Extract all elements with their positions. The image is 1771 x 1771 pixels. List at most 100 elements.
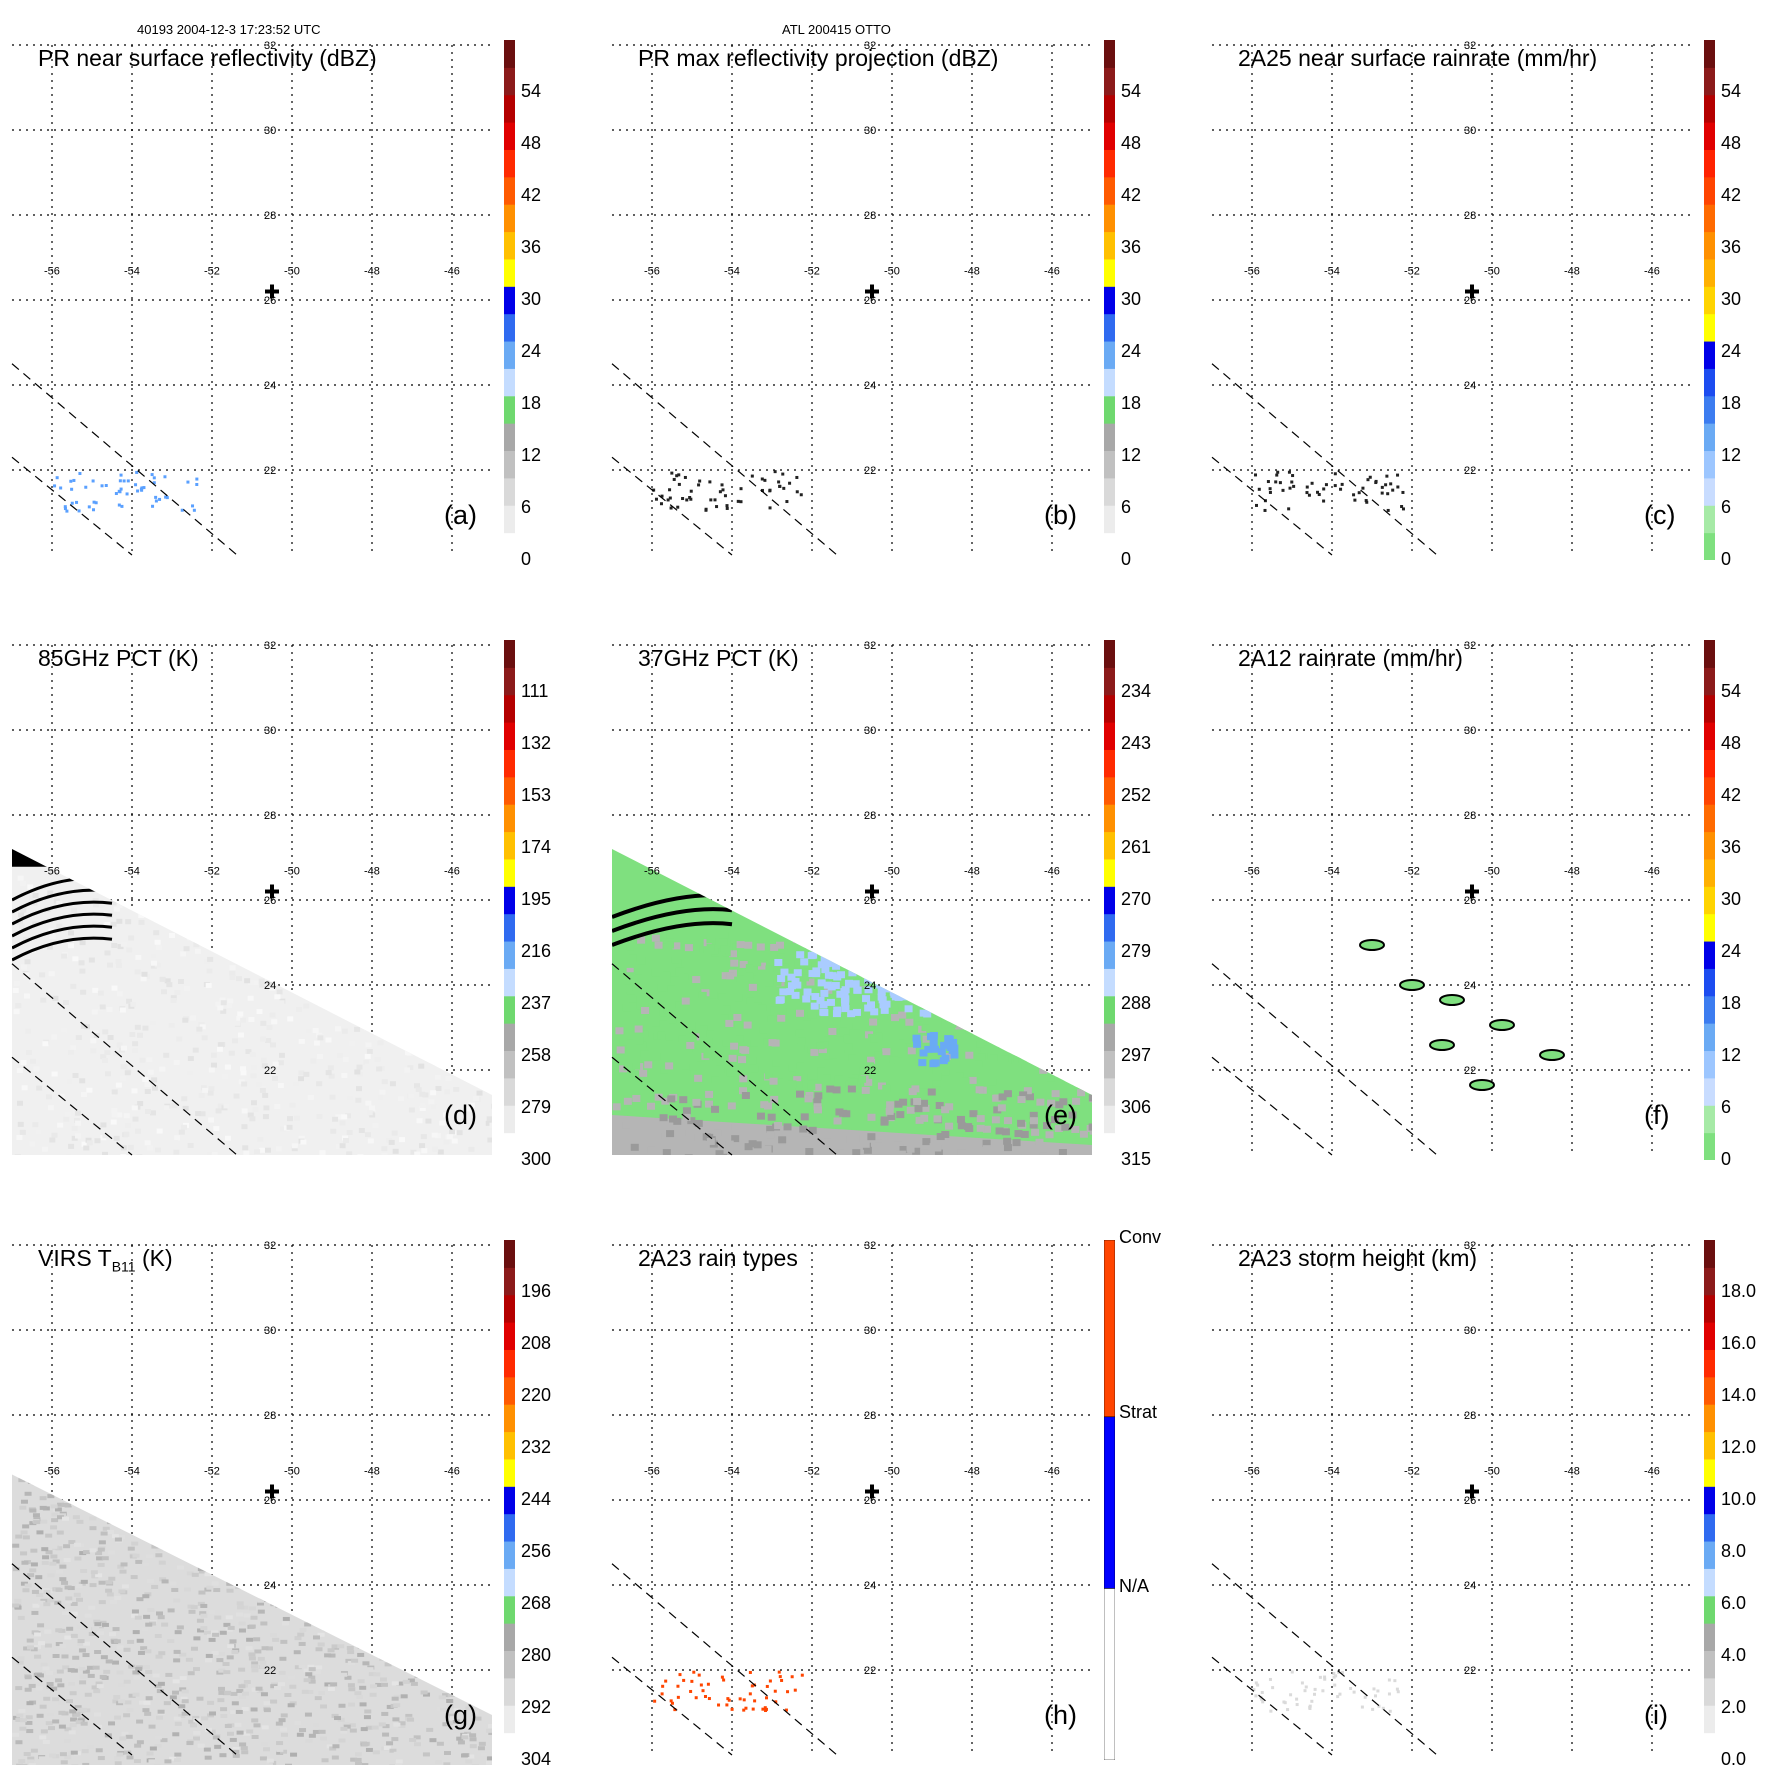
rain-pixel xyxy=(1305,485,1309,489)
lon-tick-label: -54 xyxy=(124,1466,140,1478)
colorbar-tick-label: 0 xyxy=(1721,1149,1732,1169)
panel-letter-i: (i) xyxy=(1644,1700,1668,1730)
lon-tick-label: -54 xyxy=(1324,266,1340,278)
colorbar-tick-label: 10.0 xyxy=(1721,1489,1757,1509)
colorbar-tick-label: 54 xyxy=(1121,81,1142,101)
rain-pixel xyxy=(1377,1704,1381,1708)
colorbar-tick-label: 12 xyxy=(1721,445,1742,465)
rain-pixel xyxy=(1374,479,1378,483)
colorbar-tick-label: 18 xyxy=(1721,393,1742,413)
rain-contour xyxy=(1439,994,1465,1006)
colorbar-tick-label: 208 xyxy=(521,1333,552,1353)
rain-pixel xyxy=(704,508,708,512)
lon-tick-label: -48 xyxy=(1564,866,1580,878)
rain-pixel xyxy=(676,1695,680,1699)
rain-pixel xyxy=(1324,483,1328,487)
colorbar-tick-label: 252 xyxy=(1121,785,1152,805)
rain-pixel xyxy=(786,1690,790,1694)
rain-pixel xyxy=(677,482,681,486)
lat-tick-label: 30 xyxy=(264,125,276,137)
rain-pixel xyxy=(720,483,724,487)
rain-pixel xyxy=(1287,470,1291,474)
rain-pixel xyxy=(672,477,676,481)
rain-pixel xyxy=(1290,480,1294,484)
panel-letter-d: (d) xyxy=(444,1100,477,1130)
rain-pixel xyxy=(1318,1675,1322,1679)
colorbar-tick-label: 48 xyxy=(521,133,542,153)
swath-edge xyxy=(1211,456,1333,556)
rain-pixel xyxy=(750,1684,754,1688)
rain-pixel xyxy=(673,1708,677,1712)
header-left: 40193 2004-12-3 17:23:52 UTC xyxy=(137,22,321,37)
rain-pixel xyxy=(765,1696,769,1700)
rain-contour xyxy=(1359,939,1385,951)
colorbar-tick-label: 42 xyxy=(1121,185,1142,205)
colorbar-h xyxy=(1104,1240,1115,1760)
colorbar-tick-label: 42 xyxy=(1721,185,1742,205)
colorbar-tick-label: 30 xyxy=(1121,289,1142,309)
lat-tick-label: 28 xyxy=(1464,1410,1476,1422)
rain-pixel xyxy=(1364,499,1368,503)
rain-pixel xyxy=(1336,1695,1340,1699)
header-center: ATL 200415 OTTO xyxy=(782,22,891,37)
colorbar-tick-label: 54 xyxy=(521,81,542,101)
rain-pixel xyxy=(730,1707,734,1711)
rain-pixel xyxy=(654,497,658,501)
colorbar-tick-label: 12 xyxy=(1721,1045,1742,1065)
rain-pixel xyxy=(1295,1697,1299,1701)
storm-center-marker xyxy=(865,884,879,899)
rain-pixel xyxy=(1257,487,1261,491)
colorbar-tick-label: 12.0 xyxy=(1721,1437,1757,1457)
rain-pixel xyxy=(92,500,96,504)
lon-tick-label: -50 xyxy=(1484,866,1500,878)
rain-pixel xyxy=(1380,491,1384,495)
lon-tick-label: -50 xyxy=(884,866,900,878)
rain-pixel xyxy=(683,475,687,479)
colorbar-tick-label: 42 xyxy=(1721,785,1742,805)
rain-pixel xyxy=(669,506,673,510)
colorbar-tick-label: 279 xyxy=(1121,941,1152,961)
lon-tick-label: -52 xyxy=(804,1466,820,1478)
panel-title-a: PR near surface reflectivity (dBZ) xyxy=(38,45,377,71)
lat-tick-label: 22 xyxy=(264,1665,276,1677)
colorbar-tick-label: 30 xyxy=(521,289,542,309)
rain-pixel xyxy=(104,484,108,488)
rain-pixel xyxy=(782,486,786,490)
lat-tick-label: 24 xyxy=(1464,980,1476,992)
rain-pixel xyxy=(668,496,672,500)
lon-tick-label: -56 xyxy=(44,866,60,878)
lon-tick-label: -48 xyxy=(1564,1466,1580,1478)
rain-pixel xyxy=(1268,490,1272,494)
lat-tick-label: 30 xyxy=(864,1325,876,1337)
rain-pixel xyxy=(1323,1677,1327,1681)
lon-tick-label: -54 xyxy=(1324,866,1340,878)
rain-pixel xyxy=(670,1701,674,1705)
rain-pixel xyxy=(753,1699,757,1703)
swath-edge xyxy=(11,1656,133,1756)
lat-tick-label: 22 xyxy=(864,1665,876,1677)
colorbar-tick-label: 36 xyxy=(1721,237,1742,257)
colorbar-tick-label: 0.0 xyxy=(1721,1749,1747,1769)
lon-tick-label: -56 xyxy=(1244,1466,1260,1478)
rain-pixel xyxy=(1393,1679,1397,1683)
rain-pixel xyxy=(1385,474,1389,478)
lat-tick-label: 30 xyxy=(864,125,876,137)
panel-letter-c: (c) xyxy=(1644,500,1676,530)
rain-pixel xyxy=(697,483,701,487)
rain-pixel xyxy=(1388,1709,1392,1713)
colorbar-label: N/A xyxy=(1119,1575,1150,1596)
rain-pixel xyxy=(134,483,138,487)
colorbar-tick-label: 244 xyxy=(521,1489,552,1509)
rain-pixel xyxy=(661,1684,665,1688)
rain-pixel xyxy=(195,482,199,486)
lat-tick-label: 30 xyxy=(264,725,276,737)
rain-pixel xyxy=(722,1678,726,1682)
rain-pixel xyxy=(84,485,88,489)
rain-pixel xyxy=(152,476,156,480)
rain-pixel xyxy=(742,1708,746,1712)
rain-pixel xyxy=(778,484,782,488)
colorbar-tick-label: 258 xyxy=(521,1045,552,1065)
colorbar-tick-label: 54 xyxy=(1721,81,1742,101)
